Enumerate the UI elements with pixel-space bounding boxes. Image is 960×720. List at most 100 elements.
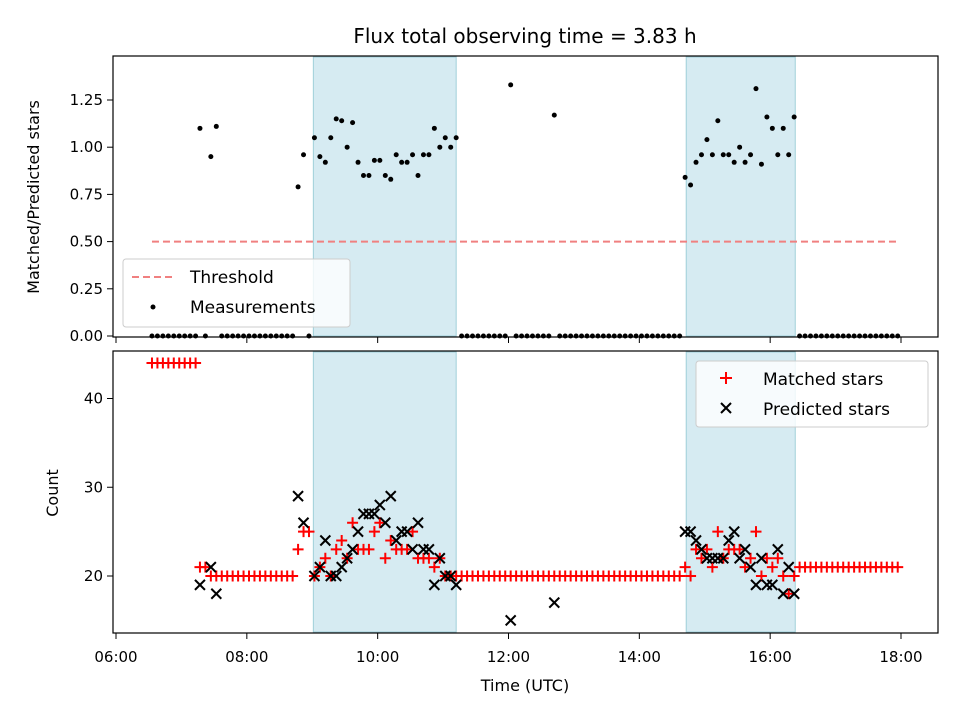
matched-star-point (712, 526, 724, 538)
predicted-star-stroke (319, 534, 332, 547)
measurement-point (333, 116, 339, 122)
measurement-point (660, 333, 666, 339)
matched-star-point (690, 543, 702, 555)
measurement-point (165, 333, 171, 339)
measurement-point (502, 333, 508, 339)
predicted-star-point (292, 490, 304, 502)
x-tick-label: 08:00 (225, 648, 268, 666)
measurement-point (840, 333, 846, 339)
predicted-star-point (319, 534, 332, 547)
matched-star-point (788, 570, 800, 582)
matched-star-point (407, 526, 419, 538)
predicted-star-point (352, 525, 364, 538)
measurement-point (176, 333, 182, 339)
predicted-star-stroke (412, 517, 424, 529)
measurement-point (698, 152, 704, 158)
measurement-point (873, 333, 879, 339)
chart-title: Flux total observing time = 3.83 h (353, 24, 696, 48)
predicted-star-stroke (690, 534, 702, 547)
measurement-point (595, 333, 601, 339)
bottom-panel: 20 30 40 06:00 08:00 10:00 12:00 14:00 16:00 18:… (43, 350, 939, 695)
predicted-star-point (772, 543, 784, 556)
measurement-point (677, 333, 683, 339)
predicted-star-stroke (744, 561, 757, 573)
measurement-point (415, 173, 421, 179)
predicted-star-stroke (194, 579, 206, 591)
y-tick-label: 0.75 (70, 185, 103, 203)
measurement-point (235, 333, 241, 339)
predicted-star-point (690, 534, 702, 547)
predicted-star-point (368, 508, 381, 520)
matched-star-point (330, 543, 342, 555)
predicted-stars-points (194, 490, 800, 627)
measurement-point (154, 333, 160, 339)
measurement-point (573, 333, 579, 339)
measurement-point (284, 333, 290, 339)
measurement-point (737, 144, 743, 150)
measurement-point (355, 159, 361, 165)
legend-predicted-label: Predicted stars (763, 400, 890, 420)
measurement-point (149, 333, 155, 339)
predicted-star-stroke (739, 543, 751, 556)
measurement-point (426, 152, 432, 158)
measurement-point (628, 333, 634, 339)
matched-star-point (336, 535, 348, 546)
predicted-star-point (308, 570, 321, 582)
measurement-point (257, 333, 263, 339)
top-y-axis-label: Matched/Predicted stars (24, 100, 43, 294)
matched-star-point (766, 561, 778, 573)
predicted-star-point (723, 534, 735, 547)
measurement-point (584, 333, 590, 339)
y-tick-label: 0.50 (70, 233, 103, 251)
x-axis-label: Time (UTC) (480, 676, 569, 695)
measurement-point (551, 112, 557, 118)
measurement-point (366, 173, 372, 179)
measurement-point (519, 333, 525, 339)
predicted-star-stroke (423, 543, 435, 556)
predicted-star-point (194, 579, 206, 591)
predicted-star-stroke (728, 525, 740, 538)
measurement-point (797, 333, 803, 339)
y-tick-label: 20 (84, 567, 103, 585)
measurement-point (279, 333, 285, 339)
measurement-point (769, 125, 775, 131)
predicted-star-point (210, 588, 223, 600)
measurement-point (846, 333, 852, 339)
measurement-point (791, 114, 797, 120)
measurement-point (404, 159, 410, 165)
matched-star-point (755, 570, 767, 582)
measurement-point (835, 333, 841, 339)
measurement-point (230, 333, 236, 339)
legend-measurements-swatch (150, 304, 156, 310)
top-panel: 0.00 0.25 0.50 0.75 1.00 1.25 Matched/Predict… (24, 55, 939, 345)
matched-star-point (368, 526, 380, 538)
matched-star-point (319, 552, 331, 564)
predicted-star-point (766, 579, 779, 591)
matched-star-point (772, 552, 784, 564)
top-legend: Threshold Measurements (122, 258, 351, 328)
measurement-point (420, 152, 426, 158)
measurement-point (251, 333, 257, 339)
x-tick-label: 10:00 (356, 648, 399, 666)
bottom-y-axis-label: Count (43, 469, 62, 517)
measurement-point (486, 333, 492, 339)
predicted-star-stroke (755, 552, 768, 564)
predicted-star-stroke (308, 570, 321, 582)
measurement-point (867, 333, 873, 339)
measurement-point (377, 157, 383, 163)
measurement-point (748, 152, 754, 158)
matched-stars-points (146, 357, 904, 600)
bottom-x-ticks: 06:00 08:00 10:00 12:00 14:00 16:00 18:00 (94, 633, 923, 666)
predicted-star-stroke (390, 534, 402, 547)
matched-star-point (428, 561, 440, 573)
measurement-point (197, 125, 203, 131)
measurement-point (453, 135, 459, 141)
matched-star-point (199, 561, 211, 573)
measurement-point (818, 333, 824, 339)
measurement-point (889, 333, 895, 339)
measurement-point (160, 333, 166, 339)
top-x-ticks (115, 337, 902, 343)
measurement-point (273, 333, 279, 339)
predicted-star-stroke (346, 543, 359, 556)
matched-star-point (401, 543, 413, 555)
